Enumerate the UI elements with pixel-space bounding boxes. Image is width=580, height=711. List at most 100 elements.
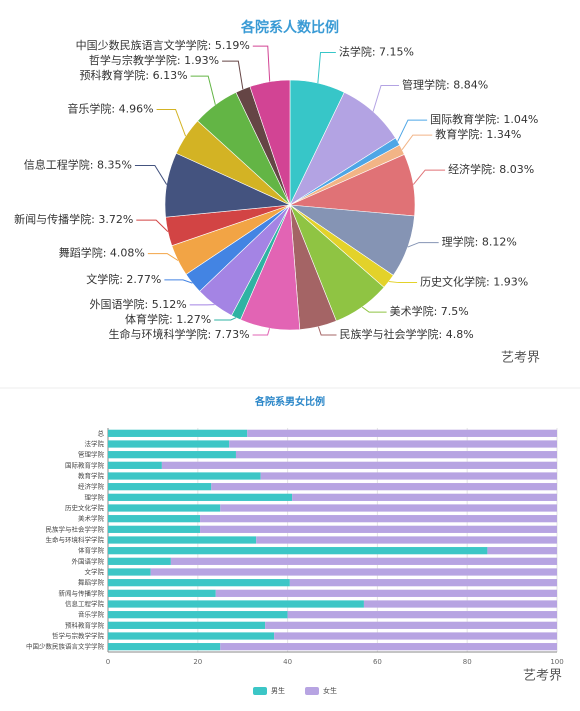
bar [229, 440, 558, 448]
slice-label: 信息工程学院: 8.35% [24, 158, 132, 172]
bar [292, 493, 557, 501]
bar [108, 429, 248, 437]
bar [161, 461, 557, 469]
leader-line [222, 60, 244, 90]
pie-slice [249, 79, 291, 206]
y-tick-label: 外国语学院 [72, 556, 105, 565]
slice-label: 美术学院: 7.5% [390, 304, 469, 318]
watermark: 艺考界 [501, 351, 540, 366]
bar [108, 589, 216, 597]
y-tick-label: 历史文化学院 [65, 503, 105, 512]
bar [108, 440, 230, 448]
x-tick-label: 60 [373, 658, 382, 666]
leader-line [407, 242, 439, 248]
y-tick-label: 理学院 [85, 492, 105, 501]
bar [289, 579, 557, 587]
leader-line [190, 75, 216, 105]
y-tick-label: 法学院 [85, 439, 105, 448]
bar [108, 547, 488, 555]
y-tick-label: 经济学院 [78, 482, 105, 491]
bar [200, 515, 558, 523]
slice-label: 教育学院: 1.34% [435, 127, 521, 141]
leader-line [388, 281, 418, 284]
x-tick-label: 0 [106, 658, 110, 666]
bar [260, 472, 557, 480]
bar [108, 493, 293, 501]
slice-label: 音乐学院: 4.96% [67, 101, 153, 115]
leader-line [372, 84, 400, 112]
bar [363, 600, 557, 608]
x-tick-label: 100 [550, 658, 563, 666]
y-tick-label: 信息工程学院 [65, 599, 105, 608]
slice-label: 新闻与传播学院: 3.72% [14, 212, 133, 226]
slice-label: 预科教育学院: 6.13% [79, 68, 187, 82]
leader-line [147, 253, 179, 261]
slice-label: 法学院: 7.15% [339, 44, 414, 58]
bar [108, 621, 266, 629]
bar [150, 568, 557, 576]
bar [108, 461, 162, 469]
legend-label: 男生 [271, 686, 285, 695]
y-tick-label: 美术学院 [78, 514, 105, 523]
legend-label: 女生 [323, 686, 337, 695]
y-tick-label: 文学院 [85, 567, 105, 576]
x-tick-label: 40 [283, 658, 292, 666]
bar-title: 各院系男女比例 [254, 395, 325, 408]
y-tick-label: 总 [98, 428, 105, 437]
leader-line [317, 326, 337, 336]
bar [200, 525, 558, 533]
bar [108, 483, 212, 491]
bar [235, 451, 557, 459]
bar [215, 589, 557, 597]
slice-label: 理学院: 8.12% [442, 235, 517, 249]
bar [108, 472, 261, 480]
y-tick-label: 新闻与传播学院 [59, 588, 105, 597]
slice-label: 国际教育学院: 1.04% [430, 112, 538, 126]
leader-line [317, 51, 336, 84]
slice-label: 经济学院: 8.03% [448, 162, 534, 176]
y-tick-label: 音乐学院 [78, 610, 105, 619]
leader-line [412, 169, 446, 185]
bar [265, 621, 557, 629]
bar [220, 504, 557, 512]
bar [256, 536, 557, 544]
bar [247, 429, 557, 437]
leader-line [361, 306, 387, 313]
slice-label: 体育学院: 1.27% [125, 312, 211, 326]
slice-label: 哲学与宗教学学院: 1.93% [89, 53, 219, 67]
slice-label: 历史文化学院: 1.93% [420, 275, 528, 289]
bar [287, 611, 557, 619]
y-tick-label: 生命与环境科学学院 [46, 535, 105, 544]
bar [108, 557, 171, 565]
y-tick-label: 国际教育学院 [65, 460, 105, 469]
y-tick-label: 哲学与宗教学学院 [52, 631, 105, 640]
x-tick-label: 20 [193, 658, 202, 666]
leader-line [252, 328, 271, 336]
leader-line [214, 317, 237, 321]
leader-line [164, 279, 193, 284]
bar [108, 632, 275, 640]
y-tick-label: 体育学院 [78, 546, 105, 555]
leader-line [252, 45, 271, 82]
leader-line [134, 165, 168, 185]
bar [487, 547, 557, 555]
legend-swatch [253, 687, 267, 695]
slice-label: 舞蹈学院: 4.08% [59, 246, 145, 260]
slice-label: 中国少数民族语言文学学院: 5.19% [76, 38, 250, 52]
y-tick-label: 民族学与社会学学院 [46, 524, 105, 533]
y-tick-label: 中国少数民族语言文学学院 [26, 642, 105, 651]
slice-label: 生命与环境科学学院: 7.73% [108, 327, 249, 341]
bar [170, 557, 558, 565]
bar [108, 579, 290, 587]
slice-label: 外国语学院: 5.12% [90, 297, 187, 311]
bar [108, 515, 201, 523]
bar [108, 600, 364, 608]
x-tick-label: 80 [463, 658, 472, 666]
bar [108, 643, 221, 651]
legend-swatch [305, 687, 319, 695]
pie-title: 各院系人数比例 [240, 19, 339, 36]
bar [274, 632, 557, 640]
bar [108, 525, 201, 533]
y-tick-label: 舞蹈学院 [78, 578, 105, 587]
